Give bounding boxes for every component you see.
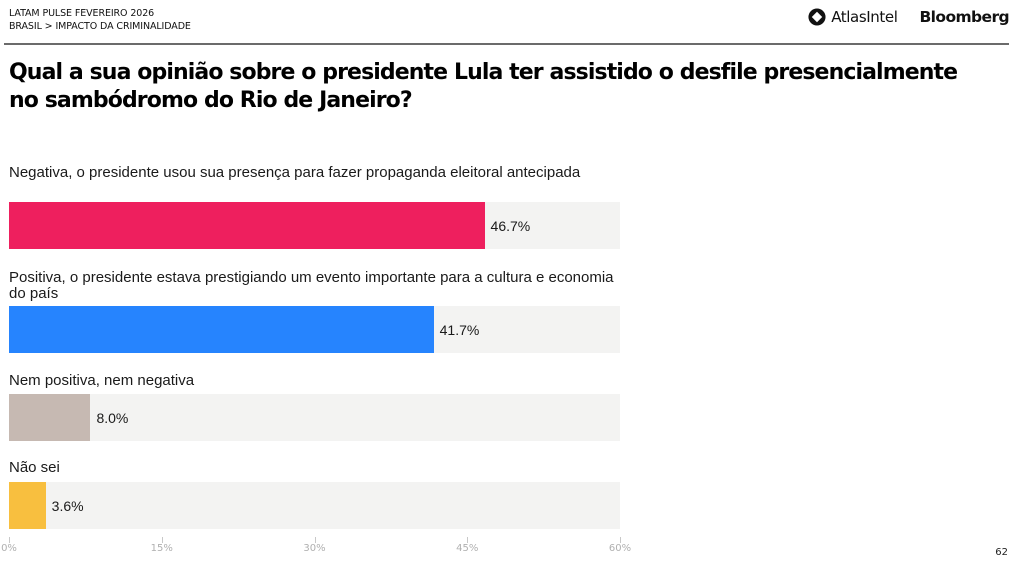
category-label: Nem positiva, nem negativa (9, 372, 195, 389)
x-tick (314, 537, 316, 543)
atlasintel-wordmark: AtlasIntel (831, 8, 898, 26)
bar (9, 394, 91, 441)
category-label: Não sei (9, 459, 60, 476)
bar (9, 482, 46, 529)
bloomberg-logo: Bloomberg (919, 8, 1009, 26)
x-tick-label: 60% (608, 543, 632, 554)
breadcrumb: BRASIL > IMPACTO DA CRIMINALIDADE (9, 20, 191, 32)
x-tick-label: 15% (150, 543, 173, 554)
header-divider (4, 43, 1009, 45)
diamond-ring-icon (808, 8, 826, 26)
atlasintel-logo: AtlasIntel (808, 8, 898, 26)
bar-track: 41.7% (9, 306, 620, 353)
x-tick (467, 537, 469, 543)
category-label: Negativa, o presidente usou sua presença… (9, 164, 581, 181)
category-label: Positiva, o presidente estava prestigian… (9, 269, 614, 302)
report-series-title: LATAM PULSE FEVEREIRO 2026 (9, 8, 155, 19)
bar-track: 46.7% (9, 202, 620, 249)
x-tick (620, 537, 621, 543)
x-tick-label: 45% (456, 543, 479, 554)
report-header: LATAM PULSE FEVEREIRO 2026 BRASIL > IMPA… (9, 8, 191, 33)
value-label: 41.7% (439, 321, 480, 338)
x-tick (161, 537, 163, 543)
page-number: 62 (995, 547, 1008, 558)
value-label: 3.6% (51, 497, 84, 514)
bar-track: 8.0% (9, 394, 620, 441)
x-tick (9, 537, 10, 543)
x-tick-label: 30% (303, 543, 326, 554)
x-tick-label: 0% (1, 543, 17, 554)
bar-track: 3.6% (9, 482, 620, 529)
bar (9, 306, 434, 353)
value-label: 46.7% (490, 217, 531, 234)
bar (9, 202, 485, 249)
chart-title: Qual a sua opinião sobre o presidente Lu… (9, 60, 958, 113)
value-label: 8.0% (96, 409, 129, 426)
brand-logos: AtlasIntel Bloomberg (808, 8, 1010, 26)
